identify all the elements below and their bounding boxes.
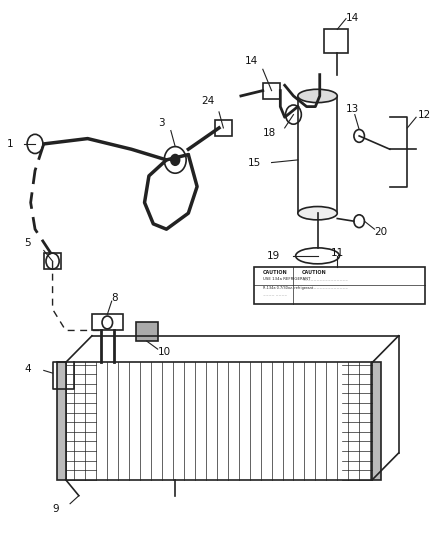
Text: 3: 3 [158,118,164,127]
Text: ~~~~~~~~~~~~~~~~: ~~~~~~~~~~~~~~~~ [302,287,348,292]
Text: 18: 18 [263,128,276,138]
Bar [298,96,337,213]
Circle shape [171,155,180,165]
Bar [66,362,372,480]
Text: 20: 20 [374,227,388,237]
Text: 1: 1 [7,139,13,149]
Text: 8: 8 [112,294,118,303]
Bar [372,362,381,480]
Text: CAUTION: CAUTION [263,270,288,276]
Bar [136,322,158,341]
Text: 11: 11 [331,248,344,258]
Text: 19: 19 [267,251,280,261]
Text: 24: 24 [201,96,215,106]
Text: 5: 5 [24,238,31,247]
Text: CAUTION: CAUTION [302,270,327,276]
Bar [324,29,348,53]
Bar [92,314,123,330]
Text: ~~~~ ~~~~: ~~~~ ~~~~ [263,294,287,298]
Text: ~~~~~~~~~~~~~~~~: ~~~~~~~~~~~~~~~~ [302,279,348,284]
Text: 15: 15 [247,158,261,167]
Bar [57,362,66,480]
Bar [263,83,280,99]
Text: 14: 14 [346,13,359,22]
Text: 9: 9 [53,504,59,514]
Text: 13: 13 [346,104,359,114]
Bar [254,266,425,304]
Text: R-134a 0.7/30oz. refrigerant: R-134a 0.7/30oz. refrigerant [263,286,313,290]
Bar [44,253,61,269]
Text: 4: 4 [24,364,31,374]
Ellipse shape [298,206,337,220]
Ellipse shape [298,89,337,102]
Text: 12: 12 [418,110,431,119]
Text: 14: 14 [245,56,258,66]
Text: USE 134a REFRIGERANT: USE 134a REFRIGERANT [263,277,310,281]
Bar [215,120,232,136]
Text: 10: 10 [158,347,171,357]
